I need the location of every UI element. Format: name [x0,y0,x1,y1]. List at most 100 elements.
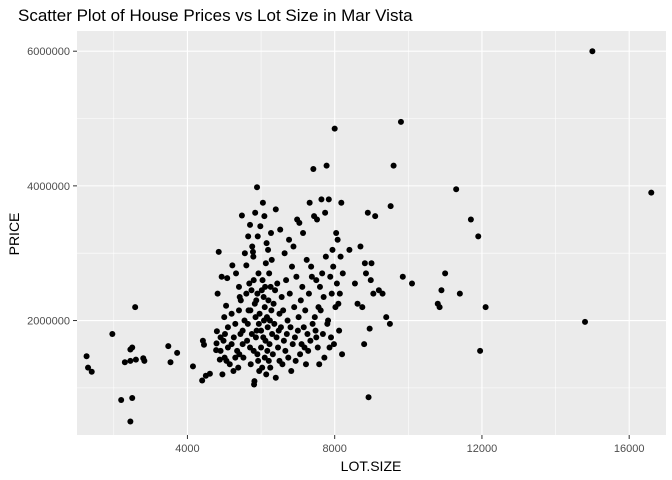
data-point [243,290,250,297]
data-point [648,189,655,196]
data-point [220,337,227,344]
data-point [141,357,148,364]
data-point [278,293,285,300]
data-point [367,277,374,284]
data-point [333,280,340,287]
data-point [253,297,260,304]
data-point [254,290,261,297]
data-point [247,221,254,228]
data-point [215,248,222,255]
data-point [299,283,306,290]
data-point [165,343,172,350]
data-point [241,250,248,257]
data-point [83,353,90,360]
data-point [254,233,261,240]
grid-minor [77,31,666,435]
data-point [268,256,275,263]
data-point [436,304,443,311]
y-tick-label: 4000000 [27,181,70,193]
data-point [338,199,345,206]
data-point [252,314,259,321]
data-point [224,324,231,331]
data-point [313,277,320,284]
data-point [336,290,343,297]
data-point [313,334,320,341]
data-point [365,394,372,401]
data-point [221,331,228,337]
data-point [261,354,268,361]
x-tick-label: 12000 [467,443,498,455]
data-point [283,331,290,337]
data-point [249,248,256,255]
data-point [167,359,174,366]
data-point [339,351,346,358]
plot-panel [77,31,666,435]
data-point [272,374,279,381]
data-point [361,341,368,348]
data-point [199,377,206,384]
data-point [323,162,330,169]
data-point [477,347,484,354]
data-point [296,219,303,226]
data-point [589,48,596,55]
data-point [228,310,235,317]
data-points [83,48,655,425]
data-point [260,293,267,300]
data-point [262,260,269,267]
data-point [328,334,335,341]
data-point [269,331,276,337]
data-point [237,297,244,304]
data-point [232,320,239,327]
data-point [475,233,482,240]
data-point [261,304,268,311]
data-point [274,280,281,287]
data-point [328,290,335,297]
data-point [254,351,261,358]
x-tick-label: 16000 [614,443,645,455]
data-point [397,118,404,125]
data-point [372,213,379,220]
data-point [305,290,312,297]
data-point [300,324,307,331]
data-point [250,253,257,260]
data-point [243,262,250,269]
data-point [354,300,361,307]
data-point [330,341,337,348]
data-point [366,325,373,332]
data-point [235,364,242,371]
data-point [265,357,272,364]
data-point [244,337,251,344]
data-point [267,283,274,290]
data-point [265,246,272,253]
data-point [272,287,279,294]
data-point [258,327,265,334]
data-point [289,341,296,348]
data-point [259,199,266,206]
data-point [245,233,252,240]
data-point [265,297,272,304]
data-point [327,273,334,280]
data-point [293,273,300,280]
data-point [286,290,293,297]
data-point [236,351,243,358]
data-point [213,347,220,354]
data-point [291,334,298,341]
data-point [229,262,236,269]
data-point [262,337,269,344]
data-point [252,334,259,341]
data-point [281,250,288,257]
data-point [214,290,221,297]
data-point [279,361,286,368]
x-tick-label: 8000 [322,443,346,455]
data-point [307,337,314,344]
data-point [582,318,589,325]
data-point [235,307,242,314]
data-point [254,184,261,191]
data-point [268,230,275,236]
data-point [218,273,225,280]
data-point [272,206,279,213]
data-point [132,304,139,311]
data-point [247,361,254,368]
data-point [383,314,390,321]
data-point [216,356,223,363]
